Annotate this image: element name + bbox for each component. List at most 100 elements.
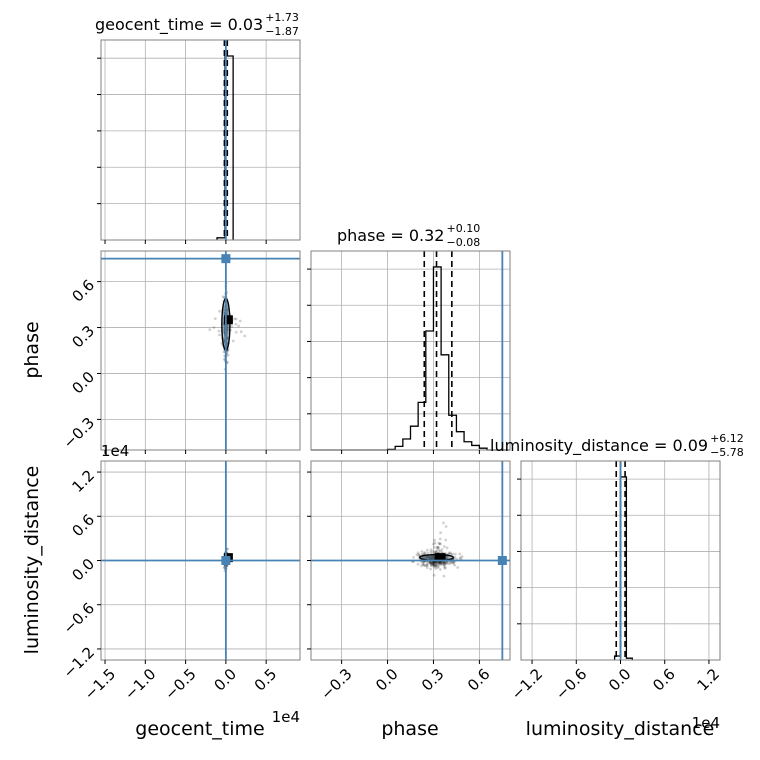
sample-point (431, 561, 435, 565)
sample-point (222, 330, 226, 333)
sample-point (445, 561, 448, 565)
sample-point (435, 550, 439, 553)
sample-point (438, 542, 442, 546)
sample-point (428, 554, 432, 558)
sample-point (424, 564, 427, 568)
sample-point (435, 547, 439, 551)
sample-point (428, 556, 432, 560)
title-luminosity_distance: luminosity_distance = 0.09 (490, 436, 708, 456)
sample-point (432, 555, 436, 559)
x-tick-label: 0.0 (605, 665, 635, 695)
sample-point (456, 566, 460, 569)
y-tick-label: 1.2 (68, 466, 98, 496)
sample-point (434, 563, 438, 567)
sample-point (431, 556, 435, 560)
sample-point (428, 557, 432, 561)
sample-point (442, 545, 446, 548)
truth-marker (221, 556, 231, 565)
title-upper-error-geocent_time: +1.73 (265, 11, 299, 24)
sample-point (420, 550, 424, 553)
sample-point (426, 555, 430, 559)
panel-frame-phase-phase (310, 250, 511, 451)
sample-point (442, 563, 446, 566)
sample-point (437, 561, 441, 565)
sample-point (243, 334, 247, 338)
sample-point (433, 538, 436, 542)
x-axis-label-geocent_time: geocent_time (135, 718, 264, 740)
x-tick-label: 0.5 (251, 665, 281, 695)
sample-point (459, 556, 462, 560)
sample-point (217, 329, 221, 333)
truth-marker (221, 254, 231, 264)
sample-point (226, 331, 230, 335)
title-geocent_time: geocent_time = 0.03 (95, 15, 263, 35)
sample-point (433, 550, 437, 554)
histogram-phase (311, 266, 510, 451)
sample-point (438, 568, 442, 571)
sample-point (432, 561, 436, 565)
x-tick-label: −0.5 (161, 665, 199, 703)
sample-point (439, 561, 443, 564)
x-tick-label: −1.5 (81, 665, 119, 703)
sample-point (429, 561, 433, 564)
sample-point (212, 326, 216, 329)
sample-point (434, 561, 438, 564)
sample-point (436, 564, 440, 567)
sample-point (208, 328, 212, 331)
sample-point (222, 325, 226, 329)
x-tick-label: 0.6 (649, 665, 679, 695)
sample-point (422, 555, 425, 559)
text-layer: −0.30.00.30.6−1.2−0.60.00.61.2−1.5 −1.0 −0… (21, 11, 744, 740)
y-axis-label-phase: phase (21, 321, 43, 378)
sample-point (445, 546, 449, 550)
sample-point (447, 551, 451, 555)
sample-point (433, 561, 436, 565)
sample-point (425, 548, 429, 552)
x-tick-label: 0.6 (464, 665, 494, 695)
sample-point (432, 556, 436, 559)
sample-point (435, 545, 439, 549)
sample-point (429, 550, 433, 554)
sample-point (438, 537, 442, 541)
sample-point (430, 562, 434, 565)
sample-point (234, 322, 238, 326)
density-peak (223, 315, 233, 325)
sample-point (434, 567, 437, 570)
sample-point (429, 562, 433, 565)
sample-point (425, 566, 429, 570)
title-lower-error-geocent_time: −1.87 (265, 25, 299, 38)
sample-point (445, 562, 449, 565)
offset-label-y-distance: 1e4 (101, 442, 129, 460)
sample-point (239, 330, 243, 334)
sample-point (430, 556, 434, 560)
x-axis-label-luminosity_distance: luminosity_distance (526, 718, 715, 740)
x-axis-label-phase: phase (381, 718, 438, 740)
title-lower-error-luminosity_distance: −5.78 (710, 446, 744, 459)
sample-point (443, 566, 447, 570)
sample-point (226, 328, 230, 332)
sample-point (458, 552, 462, 556)
y-tick-label: 0.0 (68, 555, 98, 585)
sample-point (430, 554, 433, 558)
sample-point (453, 563, 456, 567)
sample-point (226, 336, 229, 340)
sample-point (423, 551, 426, 554)
x-tick-label: 1.2 (693, 665, 723, 695)
sample-point (415, 553, 419, 557)
sample-point (431, 555, 435, 559)
sample-point (417, 553, 421, 557)
sample-point (226, 328, 230, 331)
sample-point (422, 563, 426, 567)
sample-point (222, 350, 226, 354)
sample-point (439, 561, 442, 565)
sample-point (431, 557, 435, 561)
sample-point (441, 563, 445, 566)
sample-point (432, 573, 436, 577)
x-tick-label: −1.0 (121, 665, 159, 703)
x-tick-label: 0.0 (372, 665, 402, 695)
y-axis-label-luminosity_distance: luminosity_distance (21, 466, 43, 655)
sample-point (430, 556, 434, 560)
sample-point (230, 325, 234, 328)
sample-point (428, 561, 432, 565)
sample-point (440, 561, 444, 565)
